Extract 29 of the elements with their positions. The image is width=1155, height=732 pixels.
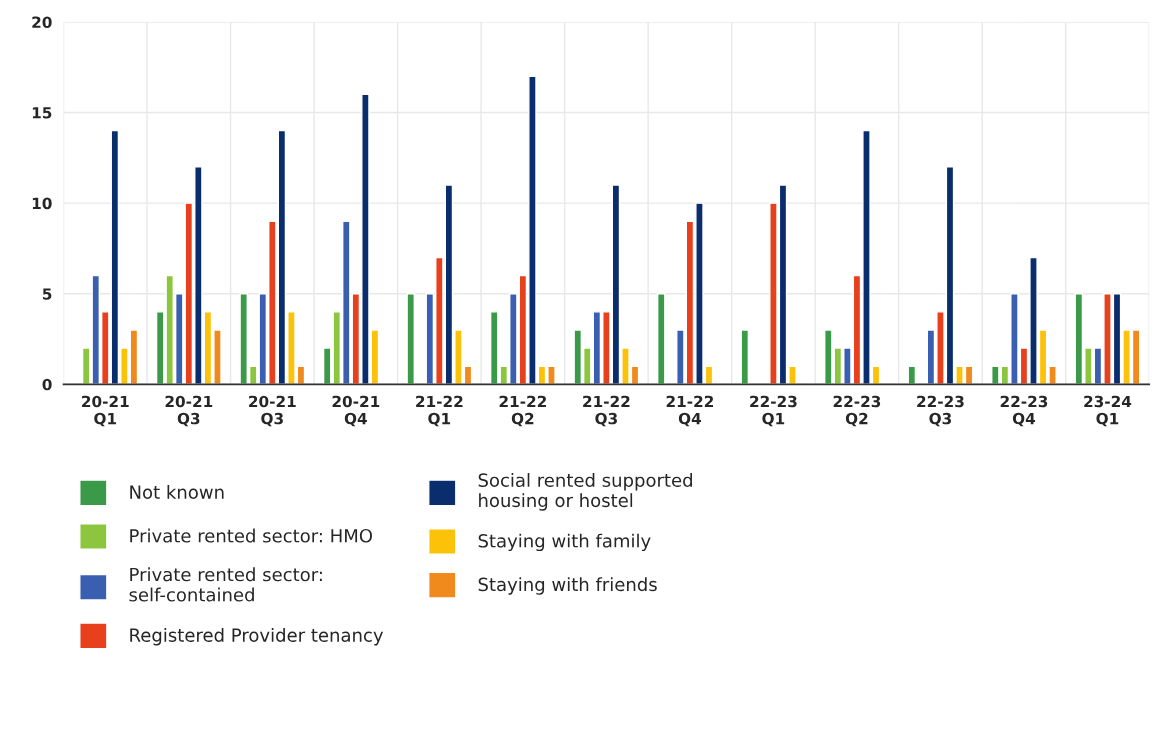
x-tick-label: 20-21 Q3 [249,395,296,427]
x-tick-label: 22-23 Q4 [1000,395,1048,427]
x-tick-label: 20-21 Q1 [82,395,129,427]
x-tick-label: 20-21 Q3 [165,395,213,427]
legend-label: Registered Provider tenancy [130,627,384,646]
x-tick-label: 21-22 Q2 [499,395,546,427]
legend-label: Staying with friends [478,577,657,595]
bar [406,293,415,385]
legend-label: Private rented sector: self-contained [129,567,322,602]
x-tick-label: 22-23 Q3 [917,395,964,427]
legend-label: Not known [130,485,224,499]
legend-label: Staying with family [478,533,651,552]
x-tick-label: 22-23 Q1 [750,395,797,427]
legend-label: Social rented supported housing or hostel [478,473,692,511]
bar [740,329,750,385]
y-tick-label: 20 [32,16,52,28]
x-tick-label: 20-21 Q4 [332,395,380,427]
x-tick-label: 21-22 Q4 [666,395,713,427]
x-tick-label: 22-23 Q2 [833,395,881,427]
x-tick-label: 21-22 Q1 [416,395,463,427]
y-tick-label: 10 [32,197,52,210]
x-tick-label: 23-24 Q1 [1084,395,1132,427]
y-tick-label: 15 [32,107,52,119]
x-tick-label: 21-22 Q3 [583,395,630,427]
legend-label: Private rented sector: HMO [130,528,373,543]
y-tick-label: 0 [42,378,52,391]
y-tick-label: 5 [42,288,52,300]
bar [907,365,917,385]
bar [656,293,666,385]
